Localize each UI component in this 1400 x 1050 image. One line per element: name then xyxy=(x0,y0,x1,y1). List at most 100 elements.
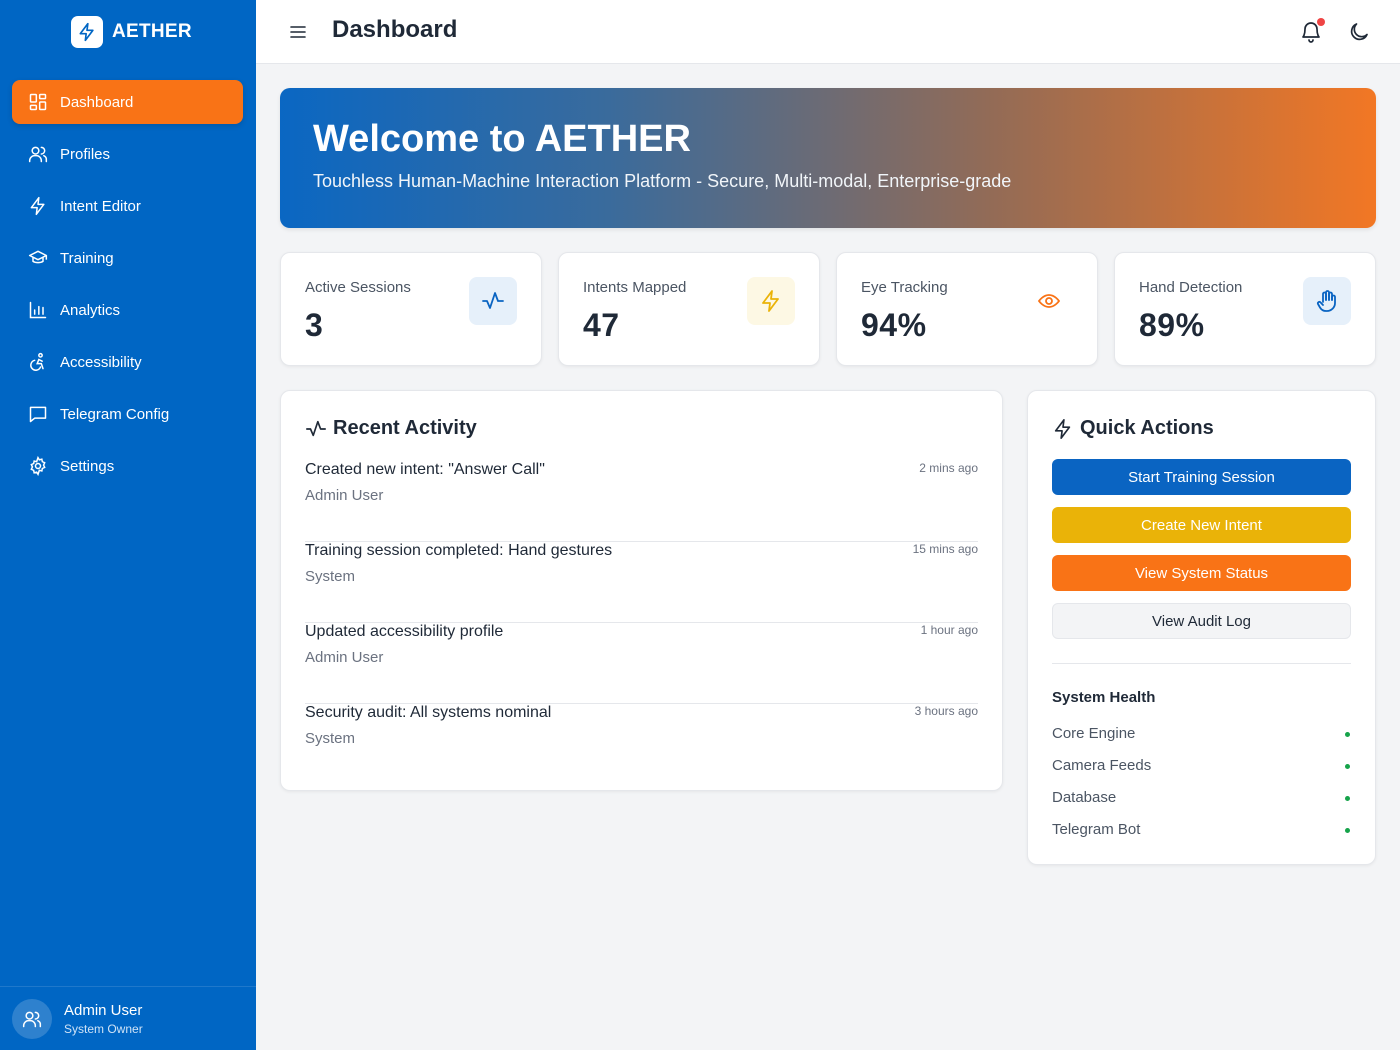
status-indicator xyxy=(1345,732,1350,737)
sidebar-item-label: Profiles xyxy=(60,145,111,163)
avatar xyxy=(12,998,52,1039)
notification-badge xyxy=(1317,18,1325,26)
health-name: Database xyxy=(1052,789,1117,806)
activity-title: Training session completed: Hand gesture… xyxy=(305,542,613,559)
eye-icon xyxy=(1025,277,1073,325)
create-new-intent-button[interactable]: Create New Intent xyxy=(1052,507,1351,543)
start-training-session-button[interactable]: Start Training Session xyxy=(1052,459,1351,495)
stat-label: Hand Detection xyxy=(1139,279,1243,296)
status-indicator xyxy=(1345,828,1350,833)
panel-header: Recent Activity xyxy=(305,417,477,440)
activity-user: Admin User xyxy=(305,649,384,666)
activity-time: 3 hours ago xyxy=(914,704,978,718)
brand[interactable]: AETHER xyxy=(71,16,192,48)
stat-label: Intents Mapped xyxy=(583,279,687,296)
user-meta: Admin User System Owner xyxy=(64,1002,143,1036)
activity-user: Admin User xyxy=(305,487,384,504)
quick-actions-panel: Quick Actions Start Training Session Cre… xyxy=(1027,390,1376,865)
stat-value: 94% xyxy=(861,307,927,343)
stat-value: 3 xyxy=(305,307,324,343)
sidebar: AETHER Dashboard Profiles Intent Editor … xyxy=(0,0,256,1050)
sidebar-item-label: Accessibility xyxy=(60,353,142,371)
stat-label: Eye Tracking xyxy=(861,279,948,296)
view-system-status-button[interactable]: View System Status xyxy=(1052,555,1351,591)
sidebar-item-accessibility[interactable]: Accessibility xyxy=(12,340,243,384)
top-header: Dashboard xyxy=(256,0,1400,64)
status-indicator xyxy=(1345,796,1350,801)
sidebar-item-label: Intent Editor xyxy=(60,197,141,215)
bolt-icon xyxy=(30,196,45,216)
activity-title: Security audit: All systems nominal xyxy=(305,704,552,721)
view-audit-log-button[interactable]: View Audit Log xyxy=(1052,603,1351,639)
message-square-icon xyxy=(29,406,47,423)
bolt-icon xyxy=(747,277,795,325)
menu-icon[interactable] xyxy=(288,22,308,42)
stat-card-eye-tracking: Eye Tracking 94% xyxy=(836,252,1098,366)
activity-title: Created new intent: "Answer Call" xyxy=(305,461,545,478)
sidebar-item-intent-editor[interactable]: Intent Editor xyxy=(12,184,243,228)
sidebar-item-dashboard[interactable]: Dashboard xyxy=(12,80,243,124)
page-title: Dashboard xyxy=(332,16,458,43)
bolt-icon xyxy=(1054,418,1071,439)
dashboard-icon xyxy=(29,93,47,111)
status-indicator xyxy=(1345,764,1350,769)
activity-icon xyxy=(469,277,517,325)
stat-value: 89% xyxy=(1139,307,1205,343)
sidebar-item-profiles[interactable]: Profiles xyxy=(12,132,243,176)
sidebar-item-label: Dashboard xyxy=(60,93,134,111)
system-health-title: System Health xyxy=(1052,689,1156,706)
brand-name: AETHER xyxy=(112,21,192,42)
panel-title: Recent Activity xyxy=(333,417,477,439)
gear-icon xyxy=(30,456,46,476)
activity-item[interactable]: Training session completed: Hand gesture… xyxy=(305,542,978,623)
sidebar-item-label: Settings xyxy=(60,457,115,475)
activity-icon xyxy=(306,420,326,436)
sidebar-item-label: Analytics xyxy=(60,301,121,319)
moon-icon[interactable] xyxy=(1347,20,1371,44)
stat-label: Active Sessions xyxy=(305,279,411,296)
panel-header: Quick Actions xyxy=(1052,417,1214,440)
accessibility-icon xyxy=(30,352,44,371)
user-role: System Owner xyxy=(64,1021,143,1036)
stat-card-hand-detection: Hand Detection 89% xyxy=(1114,252,1376,366)
hand-icon xyxy=(1303,277,1351,325)
stat-card-intents-mapped: Intents Mapped 47 xyxy=(558,252,820,366)
panel-title: Quick Actions xyxy=(1080,417,1214,439)
activity-title: Updated accessibility profile xyxy=(305,623,504,640)
activity-time: 1 hour ago xyxy=(920,623,978,637)
health-row-telegram-bot: Telegram Bot xyxy=(1052,821,1351,841)
stat-card-active-sessions: Active Sessions 3 xyxy=(280,252,542,366)
divider xyxy=(1052,663,1351,664)
health-name: Camera Feeds xyxy=(1052,757,1152,774)
user-name: Admin User xyxy=(64,1001,143,1019)
activity-user: System xyxy=(305,568,356,585)
sidebar-item-settings[interactable]: Settings xyxy=(12,444,243,488)
users-icon xyxy=(28,146,48,163)
recent-activity-panel: Recent Activity Created new intent: "Ans… xyxy=(280,390,1003,791)
activity-user: System xyxy=(305,730,356,747)
health-row-camera-feeds: Camera Feeds xyxy=(1052,757,1351,777)
welcome-banner: Welcome to AETHER Touchless Human-Machin… xyxy=(280,88,1376,228)
activity-item[interactable]: Security audit: All systems nominal Syst… xyxy=(305,704,978,785)
sidebar-item-analytics[interactable]: Analytics xyxy=(12,288,243,332)
activity-time: 2 mins ago xyxy=(919,461,978,475)
health-name: Telegram Bot xyxy=(1052,821,1141,838)
activity-item[interactable]: Updated accessibility profile Admin User… xyxy=(305,623,978,704)
stat-value: 47 xyxy=(583,307,620,343)
sidebar-item-training[interactable]: Training xyxy=(12,236,243,280)
welcome-title: Welcome to AETHER xyxy=(313,118,691,160)
activity-time: 15 mins ago xyxy=(912,542,978,556)
graduation-cap-icon xyxy=(28,250,48,264)
sidebar-item-label: Training xyxy=(60,249,114,267)
sidebar-nav: Dashboard Profiles Intent Editor Trainin… xyxy=(12,80,243,496)
bolt-icon xyxy=(71,16,103,48)
user-profile[interactable]: Admin User System Owner xyxy=(0,986,256,1050)
sidebar-item-telegram-config[interactable]: Telegram Config xyxy=(12,392,243,436)
activity-item[interactable]: Created new intent: "Answer Call" Admin … xyxy=(305,461,978,542)
welcome-subtitle: Touchless Human-Machine Interaction Plat… xyxy=(313,171,1012,191)
bell-icon[interactable] xyxy=(1299,20,1323,44)
users-icon xyxy=(22,1011,42,1027)
health-row-core-engine: Core Engine xyxy=(1052,725,1351,745)
health-row-database: Database xyxy=(1052,789,1351,809)
sidebar-item-label: Telegram Config xyxy=(60,405,170,423)
